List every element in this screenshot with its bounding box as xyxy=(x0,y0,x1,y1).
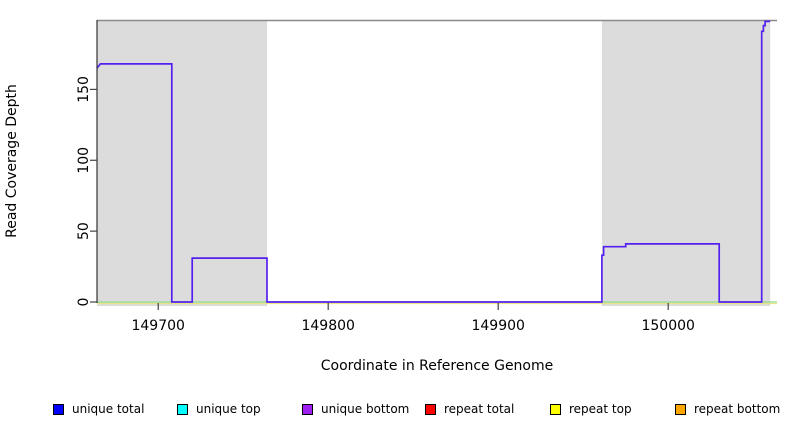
y-tick-labels: 0 50 100 150 xyxy=(76,76,92,306)
legend-label: repeat top xyxy=(569,402,632,416)
y-tick-label: 150 xyxy=(76,76,92,103)
legend-swatch-unique-total xyxy=(53,403,64,415)
y-tick-label: 100 xyxy=(76,147,92,174)
x-axis-ticks xyxy=(157,303,669,310)
legend-swatch-unique-bottom xyxy=(302,403,313,415)
shaded-regions xyxy=(97,20,771,306)
legend-swatch-repeat-total xyxy=(425,403,436,415)
legend-label: unique top xyxy=(196,402,261,416)
y-tick-label: 0 xyxy=(76,298,92,307)
legend-item-repeat-bottom: repeat bottom xyxy=(675,400,780,418)
legend-label: repeat bottom xyxy=(694,402,781,416)
x-tick-label: 150000 xyxy=(641,318,694,334)
coverage-lines xyxy=(96,20,771,303)
legend-label: unique bottom xyxy=(321,402,410,416)
legend-item-unique-total: unique total xyxy=(53,400,144,418)
legend-swatch-repeat-top xyxy=(550,403,561,415)
legend-label: repeat total xyxy=(444,402,515,416)
x-tick-label: 149900 xyxy=(471,318,524,334)
x-axis-title: Coordinate in Reference Genome xyxy=(321,358,554,374)
x-tick-labels: 149700 149800 149900 150000 xyxy=(131,318,694,334)
legend-item-unique-bottom: unique bottom xyxy=(302,400,409,418)
legend-label: unique total xyxy=(72,402,145,416)
x-tick-label: 149800 xyxy=(301,318,354,334)
legend-swatch-unique-top xyxy=(177,403,188,415)
y-axis-title: Read Coverage Depth xyxy=(4,84,20,238)
y-tick-label: 50 xyxy=(76,222,92,240)
legend-item-repeat-top: repeat top xyxy=(550,400,632,418)
x-tick-label: 149700 xyxy=(131,318,184,334)
legend-item-repeat-total: repeat total xyxy=(425,400,514,418)
legend-item-unique-top: unique top xyxy=(177,400,261,418)
y-axis-ticks xyxy=(90,88,97,303)
legend-swatch-repeat-bottom xyxy=(675,403,686,415)
